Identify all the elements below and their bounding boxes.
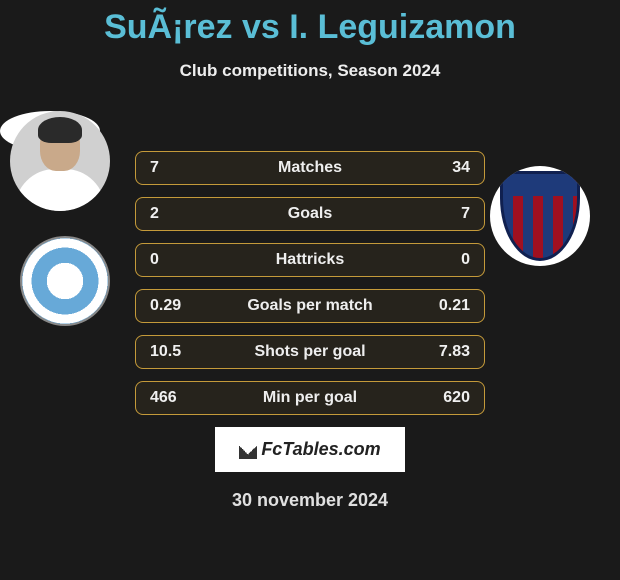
shield-icon bbox=[500, 171, 580, 261]
shield-top bbox=[503, 174, 577, 196]
stat-right-value: 7.83 bbox=[430, 343, 470, 361]
stat-row: 0 Hattricks 0 bbox=[135, 243, 485, 277]
stat-left-value: 466 bbox=[150, 389, 190, 407]
stat-row: 466 Min per goal 620 bbox=[135, 381, 485, 415]
subtitle: Club competitions, Season 2024 bbox=[0, 61, 620, 81]
stat-row: 7 Matches 34 bbox=[135, 151, 485, 185]
stats-table: 7 Matches 34 2 Goals 7 0 Hattricks 0 0.2… bbox=[135, 151, 485, 415]
stat-label: Goals bbox=[288, 205, 332, 223]
footer-site-badge: FcTables.com bbox=[215, 427, 405, 472]
stat-row: 2 Goals 7 bbox=[135, 197, 485, 231]
stat-right-value: 0.21 bbox=[430, 297, 470, 315]
stat-label: Min per goal bbox=[263, 389, 357, 407]
stat-left-value: 0 bbox=[150, 251, 190, 269]
stat-label: Shots per goal bbox=[254, 343, 365, 361]
stat-right-value: 34 bbox=[430, 159, 470, 177]
footer-site-text: FcTables.com bbox=[261, 439, 380, 460]
stat-left-value: 10.5 bbox=[150, 343, 190, 361]
stat-row: 10.5 Shots per goal 7.83 bbox=[135, 335, 485, 369]
player-left-photo bbox=[10, 111, 110, 211]
player-body bbox=[15, 169, 105, 211]
club-crest-left bbox=[20, 236, 110, 326]
stat-label: Goals per match bbox=[247, 297, 372, 315]
site-logo-icon bbox=[239, 441, 257, 459]
club-crest-right bbox=[490, 166, 590, 266]
footer-date: 30 november 2024 bbox=[0, 490, 620, 511]
stat-right-value: 7 bbox=[430, 205, 470, 223]
stat-row: 0.29 Goals per match 0.21 bbox=[135, 289, 485, 323]
stat-label: Matches bbox=[278, 159, 342, 177]
stat-label: Hattricks bbox=[276, 251, 344, 269]
stat-right-value: 0 bbox=[430, 251, 470, 269]
page-title: SuÃ¡rez vs I. Leguizamon bbox=[0, 0, 620, 47]
stat-right-value: 620 bbox=[430, 389, 470, 407]
player-hair bbox=[38, 117, 82, 143]
stat-left-value: 0.29 bbox=[150, 297, 190, 315]
player-head bbox=[40, 121, 80, 171]
comparison-container: 7 Matches 34 2 Goals 7 0 Hattricks 0 0.2… bbox=[0, 111, 620, 415]
stat-left-value: 7 bbox=[150, 159, 190, 177]
stat-left-value: 2 bbox=[150, 205, 190, 223]
